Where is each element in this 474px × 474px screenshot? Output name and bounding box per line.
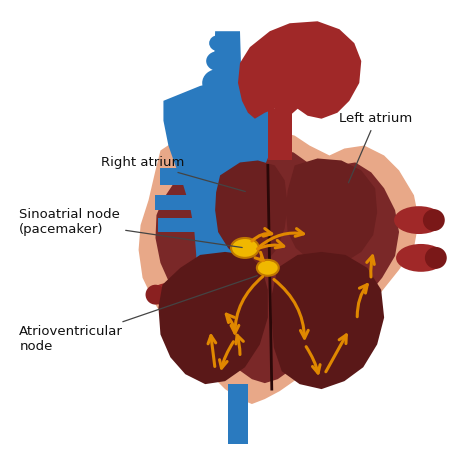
Polygon shape [164,79,275,341]
Polygon shape [161,168,200,185]
Ellipse shape [206,51,230,71]
Polygon shape [215,161,288,265]
Ellipse shape [394,206,444,234]
Ellipse shape [146,285,165,305]
Polygon shape [228,384,248,444]
Ellipse shape [425,247,447,269]
Text: Atrioventricular
node: Atrioventricular node [19,276,257,354]
Ellipse shape [202,69,234,97]
Ellipse shape [209,35,227,51]
Ellipse shape [231,238,259,258]
Polygon shape [138,131,419,404]
Polygon shape [213,31,242,96]
Polygon shape [158,218,196,232]
Ellipse shape [423,209,445,231]
Text: Right atrium: Right atrium [101,156,245,191]
Ellipse shape [257,260,279,276]
Text: Sinoatrial node
(pacemaker): Sinoatrial node (pacemaker) [19,208,242,247]
Polygon shape [272,252,384,389]
Ellipse shape [396,244,446,272]
Polygon shape [268,109,292,161]
Polygon shape [155,148,399,383]
Polygon shape [155,195,197,210]
Polygon shape [238,21,361,126]
Ellipse shape [149,283,191,307]
Polygon shape [158,252,268,384]
Polygon shape [286,158,377,265]
Polygon shape [193,101,215,126]
Text: Left atrium: Left atrium [339,112,413,183]
